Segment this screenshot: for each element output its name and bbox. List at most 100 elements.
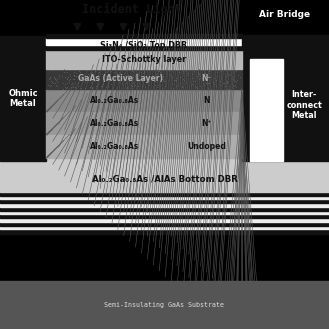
Point — [189, 72, 194, 77]
Point — [61, 80, 66, 86]
Point — [83, 85, 88, 90]
Point — [227, 72, 232, 78]
Point — [196, 72, 201, 77]
Point — [103, 73, 108, 78]
Point — [66, 79, 71, 84]
Point — [225, 86, 230, 91]
Point — [119, 67, 125, 73]
Text: Al₀.₂Ga₀.₈As: Al₀.₂Ga₀.₈As — [90, 119, 139, 128]
Point — [184, 69, 189, 74]
Point — [63, 86, 68, 91]
Point — [102, 86, 108, 91]
Text: Al₀.₂Ga₀.₈As: Al₀.₂Ga₀.₈As — [90, 96, 139, 105]
Point — [63, 74, 68, 80]
Text: Incident Light: Incident Light — [82, 3, 182, 16]
Point — [52, 76, 57, 82]
Point — [145, 74, 151, 79]
Point — [167, 67, 172, 73]
Point — [157, 72, 163, 78]
Point — [162, 84, 167, 89]
Point — [120, 76, 126, 82]
Point — [64, 85, 69, 90]
Point — [135, 84, 140, 89]
Point — [174, 75, 179, 80]
Point — [133, 71, 139, 76]
Point — [116, 77, 121, 82]
Point — [234, 69, 239, 74]
Point — [224, 79, 230, 84]
Point — [227, 84, 232, 89]
Text: N⁻: N⁻ — [201, 74, 212, 84]
Point — [152, 75, 157, 80]
Point — [76, 73, 81, 78]
Point — [171, 86, 176, 91]
Point — [111, 70, 116, 75]
Point — [73, 74, 79, 79]
Point — [224, 73, 229, 79]
Text: GaAs (Active Layer): GaAs (Active Layer) — [78, 74, 163, 84]
Point — [45, 83, 50, 88]
Point — [162, 78, 167, 84]
Point — [168, 73, 173, 79]
Point — [131, 75, 136, 80]
Bar — [0, 203, 329, 207]
Point — [186, 71, 191, 76]
Point — [131, 81, 137, 86]
Point — [172, 77, 178, 82]
Point — [139, 83, 145, 89]
Point — [86, 71, 91, 76]
Point — [138, 76, 143, 82]
Point — [218, 82, 224, 87]
Text: Semi-Insulating GaAs Substrate: Semi-Insulating GaAs Substrate — [105, 302, 224, 308]
Point — [92, 68, 97, 74]
Text: Al₀.₂Ga₀.₈As: Al₀.₂Ga₀.₈As — [90, 142, 139, 151]
Point — [175, 68, 180, 73]
Point — [213, 77, 218, 83]
Point — [215, 69, 220, 75]
Point — [108, 67, 114, 72]
Point — [231, 74, 236, 80]
Point — [66, 74, 71, 80]
Point — [71, 84, 76, 89]
Point — [125, 85, 130, 90]
Point — [175, 83, 180, 88]
Bar — [46, 89, 242, 112]
Bar — [0, 207, 329, 211]
Point — [233, 82, 238, 88]
Point — [135, 70, 140, 76]
Point — [101, 68, 106, 73]
Point — [152, 83, 157, 88]
Point — [166, 68, 171, 73]
Point — [105, 80, 111, 85]
Point — [71, 76, 76, 82]
Point — [225, 78, 230, 83]
Point — [180, 68, 186, 73]
Point — [46, 76, 51, 81]
Point — [89, 70, 94, 75]
Point — [60, 86, 65, 91]
Point — [105, 74, 110, 80]
Point — [177, 81, 182, 86]
Point — [75, 84, 80, 89]
Point — [74, 74, 79, 79]
Point — [67, 76, 72, 82]
Point — [61, 67, 66, 72]
Point — [215, 74, 220, 79]
Point — [68, 81, 74, 86]
Point — [203, 71, 208, 76]
Point — [196, 76, 202, 81]
Point — [116, 77, 122, 82]
Point — [121, 70, 127, 75]
Point — [153, 71, 158, 76]
Point — [192, 79, 198, 84]
Point — [52, 80, 58, 86]
Point — [77, 68, 82, 73]
Point — [231, 84, 236, 89]
Point — [167, 71, 173, 76]
Point — [89, 80, 94, 85]
Point — [48, 79, 53, 84]
Point — [66, 77, 72, 82]
Point — [54, 80, 60, 85]
Point — [72, 74, 77, 79]
Point — [209, 86, 214, 91]
